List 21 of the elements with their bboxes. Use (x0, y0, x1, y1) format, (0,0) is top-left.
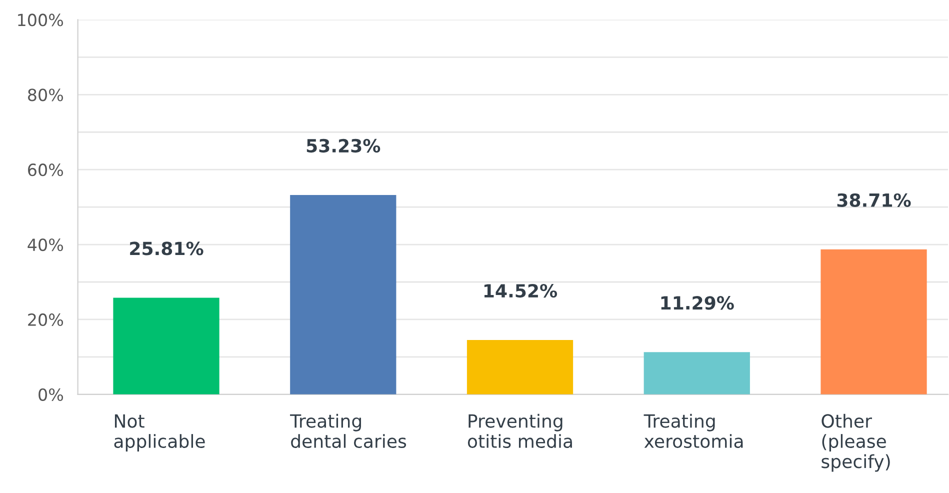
y-tick-label: 40% (28, 238, 64, 252)
data-label: 14.52% (484, 284, 558, 298)
x-tick-label: Treating xerostomia (644, 414, 743, 448)
x-tick-label: Treating dental caries (290, 414, 406, 448)
bar (113, 298, 220, 394)
bar (820, 249, 927, 394)
data-label: 11.29% (661, 296, 734, 310)
y-tick-label: 60% (28, 164, 64, 176)
data-label: 25.81% (130, 242, 204, 256)
y-tick-label: 100% (18, 14, 64, 26)
y-tick-label: 20% (28, 313, 64, 326)
x-tick-label: Preventing otitis media (468, 414, 572, 448)
x-tick-label: Other (please specify) (822, 414, 890, 472)
data-label: 38.71% (837, 193, 911, 207)
bar (466, 340, 574, 394)
x-tick-label: Not applicable (114, 414, 205, 452)
y-tick-label: 0% (38, 388, 64, 401)
y-tick-label: 80% (28, 88, 64, 102)
data-label: 53.23% (306, 138, 380, 153)
bar (290, 194, 396, 394)
bar (644, 352, 750, 394)
